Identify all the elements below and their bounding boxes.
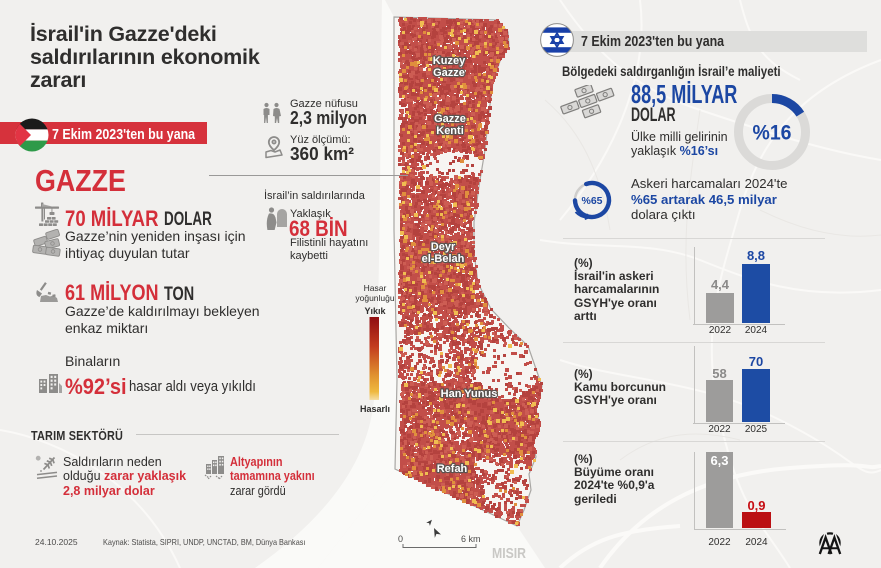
svg-text:MISIR: MISIR — [492, 545, 526, 562]
svg-text:Deyr: Deyr — [431, 241, 456, 253]
svg-text:el-Belah: el-Belah — [422, 253, 465, 265]
svg-text:%16: %16 — [753, 122, 792, 145]
svg-text:%65: %65 — [581, 195, 602, 207]
svg-text:Gazze: Gazze — [433, 67, 465, 79]
svg-text:Kuzey: Kuzey — [433, 55, 466, 67]
svg-text:Han Yunus: Han Yunus — [441, 388, 498, 400]
svg-text:Kenti: Kenti — [436, 125, 464, 137]
svg-text:Gazze: Gazze — [434, 113, 466, 125]
svg-text:Refah: Refah — [437, 463, 468, 475]
